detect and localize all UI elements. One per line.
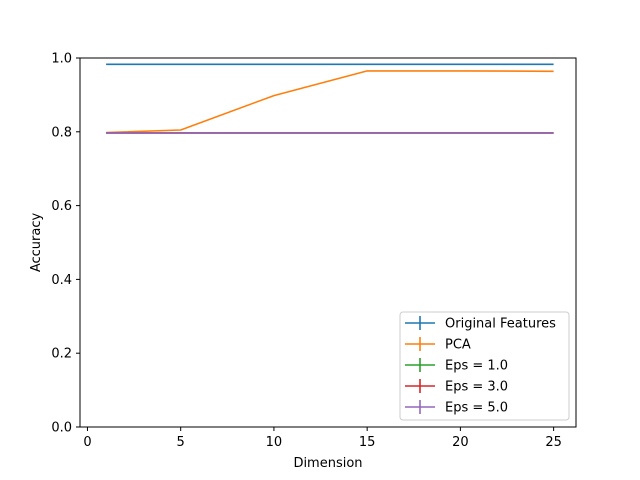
legend-label-pca: PCA: [445, 338, 471, 353]
series-layer: [106, 63, 554, 134]
legend: Original Features PCA Eps = 1.0 Eps = 3.0 Ep…: [399, 311, 570, 421]
legend-label-eps-1-0: Eps = 1.0: [445, 359, 508, 374]
x-tick-label: 10: [266, 435, 283, 450]
legend-label-original-features: Original Features: [445, 317, 556, 332]
x-tick-label: 0: [83, 435, 91, 450]
y-tick-label: 1.0: [51, 52, 72, 67]
plot-frame: [79, 57, 577, 428]
series-line-pca: [106, 70, 554, 134]
x-axis: 0 5 10 15 20 25: [83, 427, 562, 450]
x-tick-label: 20: [452, 435, 469, 450]
legend-label-eps-3-0: Eps = 3.0: [445, 380, 508, 395]
x-tick-label: 15: [359, 435, 376, 450]
y-tick-label: 0.4: [51, 273, 72, 288]
y-tick-label: 0.8: [51, 125, 72, 140]
y-tick-label: 0.0: [51, 421, 72, 436]
legend-box: [399, 311, 570, 421]
y-axis-label: Accuracy: [29, 213, 44, 273]
y-tick-label: 0.2: [51, 347, 72, 362]
x-axis-label: Dimension: [293, 456, 362, 471]
legend-label-eps-5-0: Eps = 5.0: [445, 401, 508, 416]
y-axis: 0.0 0.2 0.4 0.6 0.8 1.0: [51, 52, 80, 436]
x-tick-label: 5: [177, 435, 185, 450]
x-tick-label: 25: [545, 435, 562, 450]
y-tick-label: 0.6: [51, 199, 72, 214]
